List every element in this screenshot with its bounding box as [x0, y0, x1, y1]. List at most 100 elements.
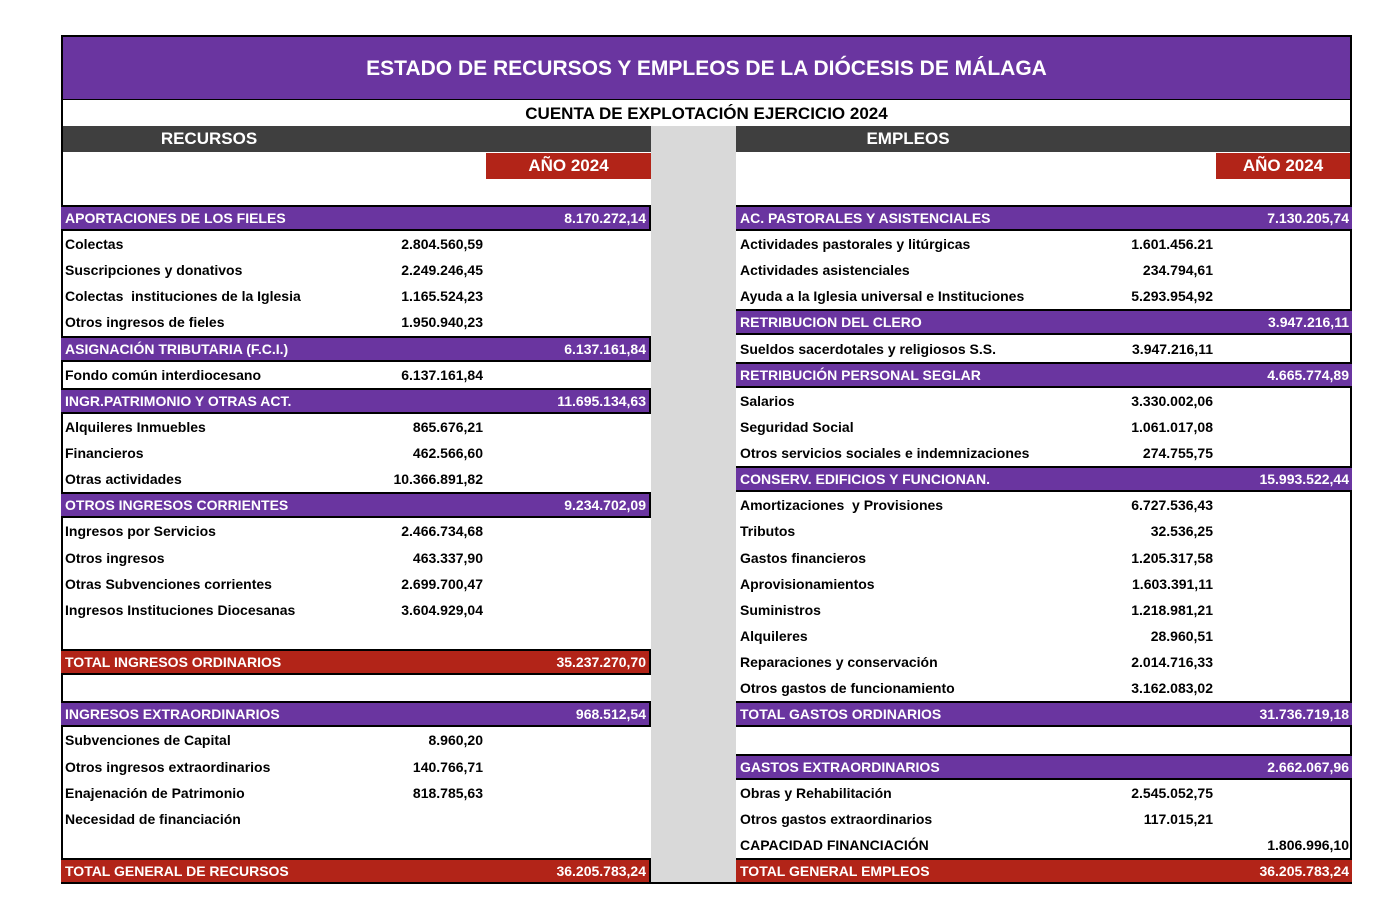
- label: Colectas: [65, 236, 124, 253]
- amount: 32.536,25: [1150, 523, 1213, 540]
- label: Reparaciones y conservación: [740, 654, 938, 671]
- item-row: Otros ingresos extraordinarios 140.766,71: [61, 754, 651, 780]
- amount: 818.785,63: [412, 784, 483, 801]
- amount: 1.601.456.21: [1131, 236, 1213, 253]
- amount: 6.727.536,43: [1131, 497, 1213, 514]
- amount: 463.337,90: [412, 549, 483, 566]
- item-row: Fondo común interdiocesano 6.137.161,84: [61, 362, 651, 388]
- heading: EMPLEOS: [866, 129, 950, 148]
- section-row: ASIGNACIÓN TRIBUTARIA (F.C.I.) 6.137.161,…: [61, 335, 651, 362]
- label: Subvenciones de Capital: [65, 732, 231, 749]
- label: Aprovisionamientos: [740, 575, 875, 592]
- amount: 6.137.161,84: [401, 366, 483, 383]
- label: Obras y Rehabilitación: [740, 784, 892, 801]
- label: Otras actividades: [65, 471, 182, 488]
- table-frame: [61, 35, 1352, 884]
- amount: 3.947.216,11: [1132, 340, 1213, 357]
- amount: 462.566,60: [412, 445, 483, 462]
- total: 15.993.522,44: [1259, 471, 1349, 488]
- total: 2.662.067,96: [1267, 758, 1349, 775]
- label: TOTAL INGRESOS ORDINARIOS: [65, 654, 282, 671]
- item-row: Reparaciones y conservación 2.014.716,33: [736, 649, 1352, 675]
- label: Necesidad de financiación: [65, 810, 241, 827]
- title: ESTADO DE RECURSOS Y EMPLEOS DE LA DIÓCE…: [63, 37, 1350, 99]
- item-row: Sueldos sacerdotales y religiosos S.S. 3.…: [736, 336, 1352, 362]
- item-row: Gastos financieros 1.205.317,58: [736, 545, 1352, 571]
- section-row: RETRIBUCIÓN PERSONAL SEGLAR 4.665.774,89: [736, 361, 1352, 388]
- total: 6.137.161,84: [564, 340, 646, 357]
- item-row: Otras Subvenciones corrientes 2.699.700,4…: [61, 571, 651, 597]
- item-row: Alquileres Inmuebles 865.676,21: [61, 414, 651, 440]
- section-row: CONSERV. EDIFICIOS Y FUNCIONAN. 15.993.52…: [736, 466, 1352, 493]
- item-row: Ingresos Instituciones Diocesanas 3.604.9…: [61, 597, 651, 623]
- item-row: Otros servicios sociales e indemnizacion…: [736, 440, 1352, 466]
- item-row: Suministros 1.218.981,21: [736, 597, 1352, 623]
- amount: 1.205.317,58: [1131, 549, 1213, 566]
- section-row: GASTOS EXTRAORDINARIOS 2.662.067,96: [736, 753, 1352, 780]
- item-row: Ingresos por Servicios 2.466.734,68: [61, 518, 651, 544]
- amount: 2.014.716,33: [1131, 654, 1213, 671]
- item-row: CAPACIDAD FINANCIACIÓN 1.806.996,10: [736, 832, 1352, 858]
- total-row: TOTAL GENERAL DE RECURSOS 36.205.783,24: [61, 858, 651, 884]
- year-header: AÑO 2024: [1216, 153, 1350, 179]
- total: 36.205.783,24: [556, 863, 646, 879]
- label: Suscripciones y donativos: [65, 262, 243, 279]
- amount: 5.293.954,92: [1131, 288, 1213, 305]
- amount: 234.794,61: [1142, 262, 1213, 279]
- total: 1.806.996,10: [1267, 836, 1349, 853]
- label: INGRESOS EXTRAORDINARIOS: [65, 706, 280, 723]
- total: 36.205.783,24: [1259, 863, 1349, 879]
- label: Ayuda a la Iglesia universal e Instituci…: [740, 288, 1025, 305]
- amount: 10.366.891,82: [393, 471, 483, 488]
- amount: 3.162.083,02: [1131, 680, 1213, 697]
- item-row: Salarios 3.330.002,06: [736, 388, 1352, 414]
- label: Suministros: [740, 601, 821, 618]
- label: Fondo común interdiocesano: [65, 366, 262, 383]
- item-row: Tributos 32.536,25: [736, 518, 1352, 544]
- item-row: Aprovisionamientos 1.603.391,11: [736, 571, 1352, 597]
- section-row: INGR.PATRIMONIO Y OTRAS ACT. 11.695.134,6…: [61, 387, 651, 414]
- amount: 1.950.940,23: [401, 314, 483, 331]
- item-row: Colectas instituciones de la Iglesia 1.16…: [61, 283, 651, 309]
- total: 9.234.702,09: [564, 497, 646, 514]
- label: Otros ingresos extraordinarios: [65, 758, 271, 775]
- total: 35.237.270,70: [556, 654, 646, 671]
- amount: 3.330.002,06: [1131, 392, 1213, 409]
- amount: 3.604.929,04: [401, 601, 483, 618]
- total: 31.736.719,18: [1259, 706, 1349, 723]
- label: Colectas instituciones de la Iglesia: [65, 288, 301, 305]
- item-row: Suscripciones y donativos 2.249.246,45: [61, 257, 651, 283]
- label: CAPACIDAD FINANCIACIÓN: [740, 836, 929, 853]
- label: Actividades asistenciales: [740, 262, 910, 279]
- item-row: Amortizaciones y Provisiones 6.727.536,43: [736, 492, 1352, 518]
- label: CONSERV. EDIFICIOS Y FUNCIONAN.: [740, 471, 990, 488]
- label: ASIGNACIÓN TRIBUTARIA (F.C.I.): [65, 340, 289, 357]
- label: Alquileres Inmuebles: [65, 418, 206, 435]
- label: TOTAL GASTOS ORDINARIOS: [740, 706, 942, 723]
- item-row: Colectas 2.804.560,59: [61, 231, 651, 257]
- total: 7.130.205,74: [1267, 210, 1349, 226]
- heading-band: RECURSOS: [63, 126, 651, 152]
- label: Tributos: [740, 523, 796, 540]
- section-row: TOTAL GASTOS ORDINARIOS 31.736.719,18: [736, 701, 1352, 728]
- column-gap: [651, 126, 736, 882]
- label: Seguridad Social: [740, 418, 854, 435]
- item-row: Subvenciones de Capital 8.960,20: [61, 727, 651, 753]
- label: Gastos financieros: [740, 549, 867, 566]
- amount: 1.218.981,21: [1131, 601, 1213, 618]
- total: 8.170.272,14: [564, 210, 646, 226]
- amount: 1.165.524,23: [401, 288, 483, 305]
- total: 4.665.774,89: [1267, 366, 1349, 383]
- label: Amortizaciones y Provisiones: [740, 497, 944, 514]
- label: Otros ingresos: [65, 549, 165, 566]
- item-row: Necesidad de financiación: [61, 806, 651, 832]
- item-row: Actividades pastorales y litúrgicas 1.601…: [736, 231, 1352, 257]
- item-row: Alquileres 28.960,51: [736, 623, 1352, 649]
- amount: 2.249.246,45: [401, 262, 483, 279]
- section-row: OTROS INGRESOS CORRIENTES 9.234.702,09: [61, 492, 651, 519]
- section-row: APORTACIONES DE LOS FIELES 8.170.272,14: [61, 205, 651, 231]
- label: Otros gastos extraordinarios: [740, 810, 933, 827]
- label: TOTAL GENERAL EMPLEOS: [740, 863, 930, 879]
